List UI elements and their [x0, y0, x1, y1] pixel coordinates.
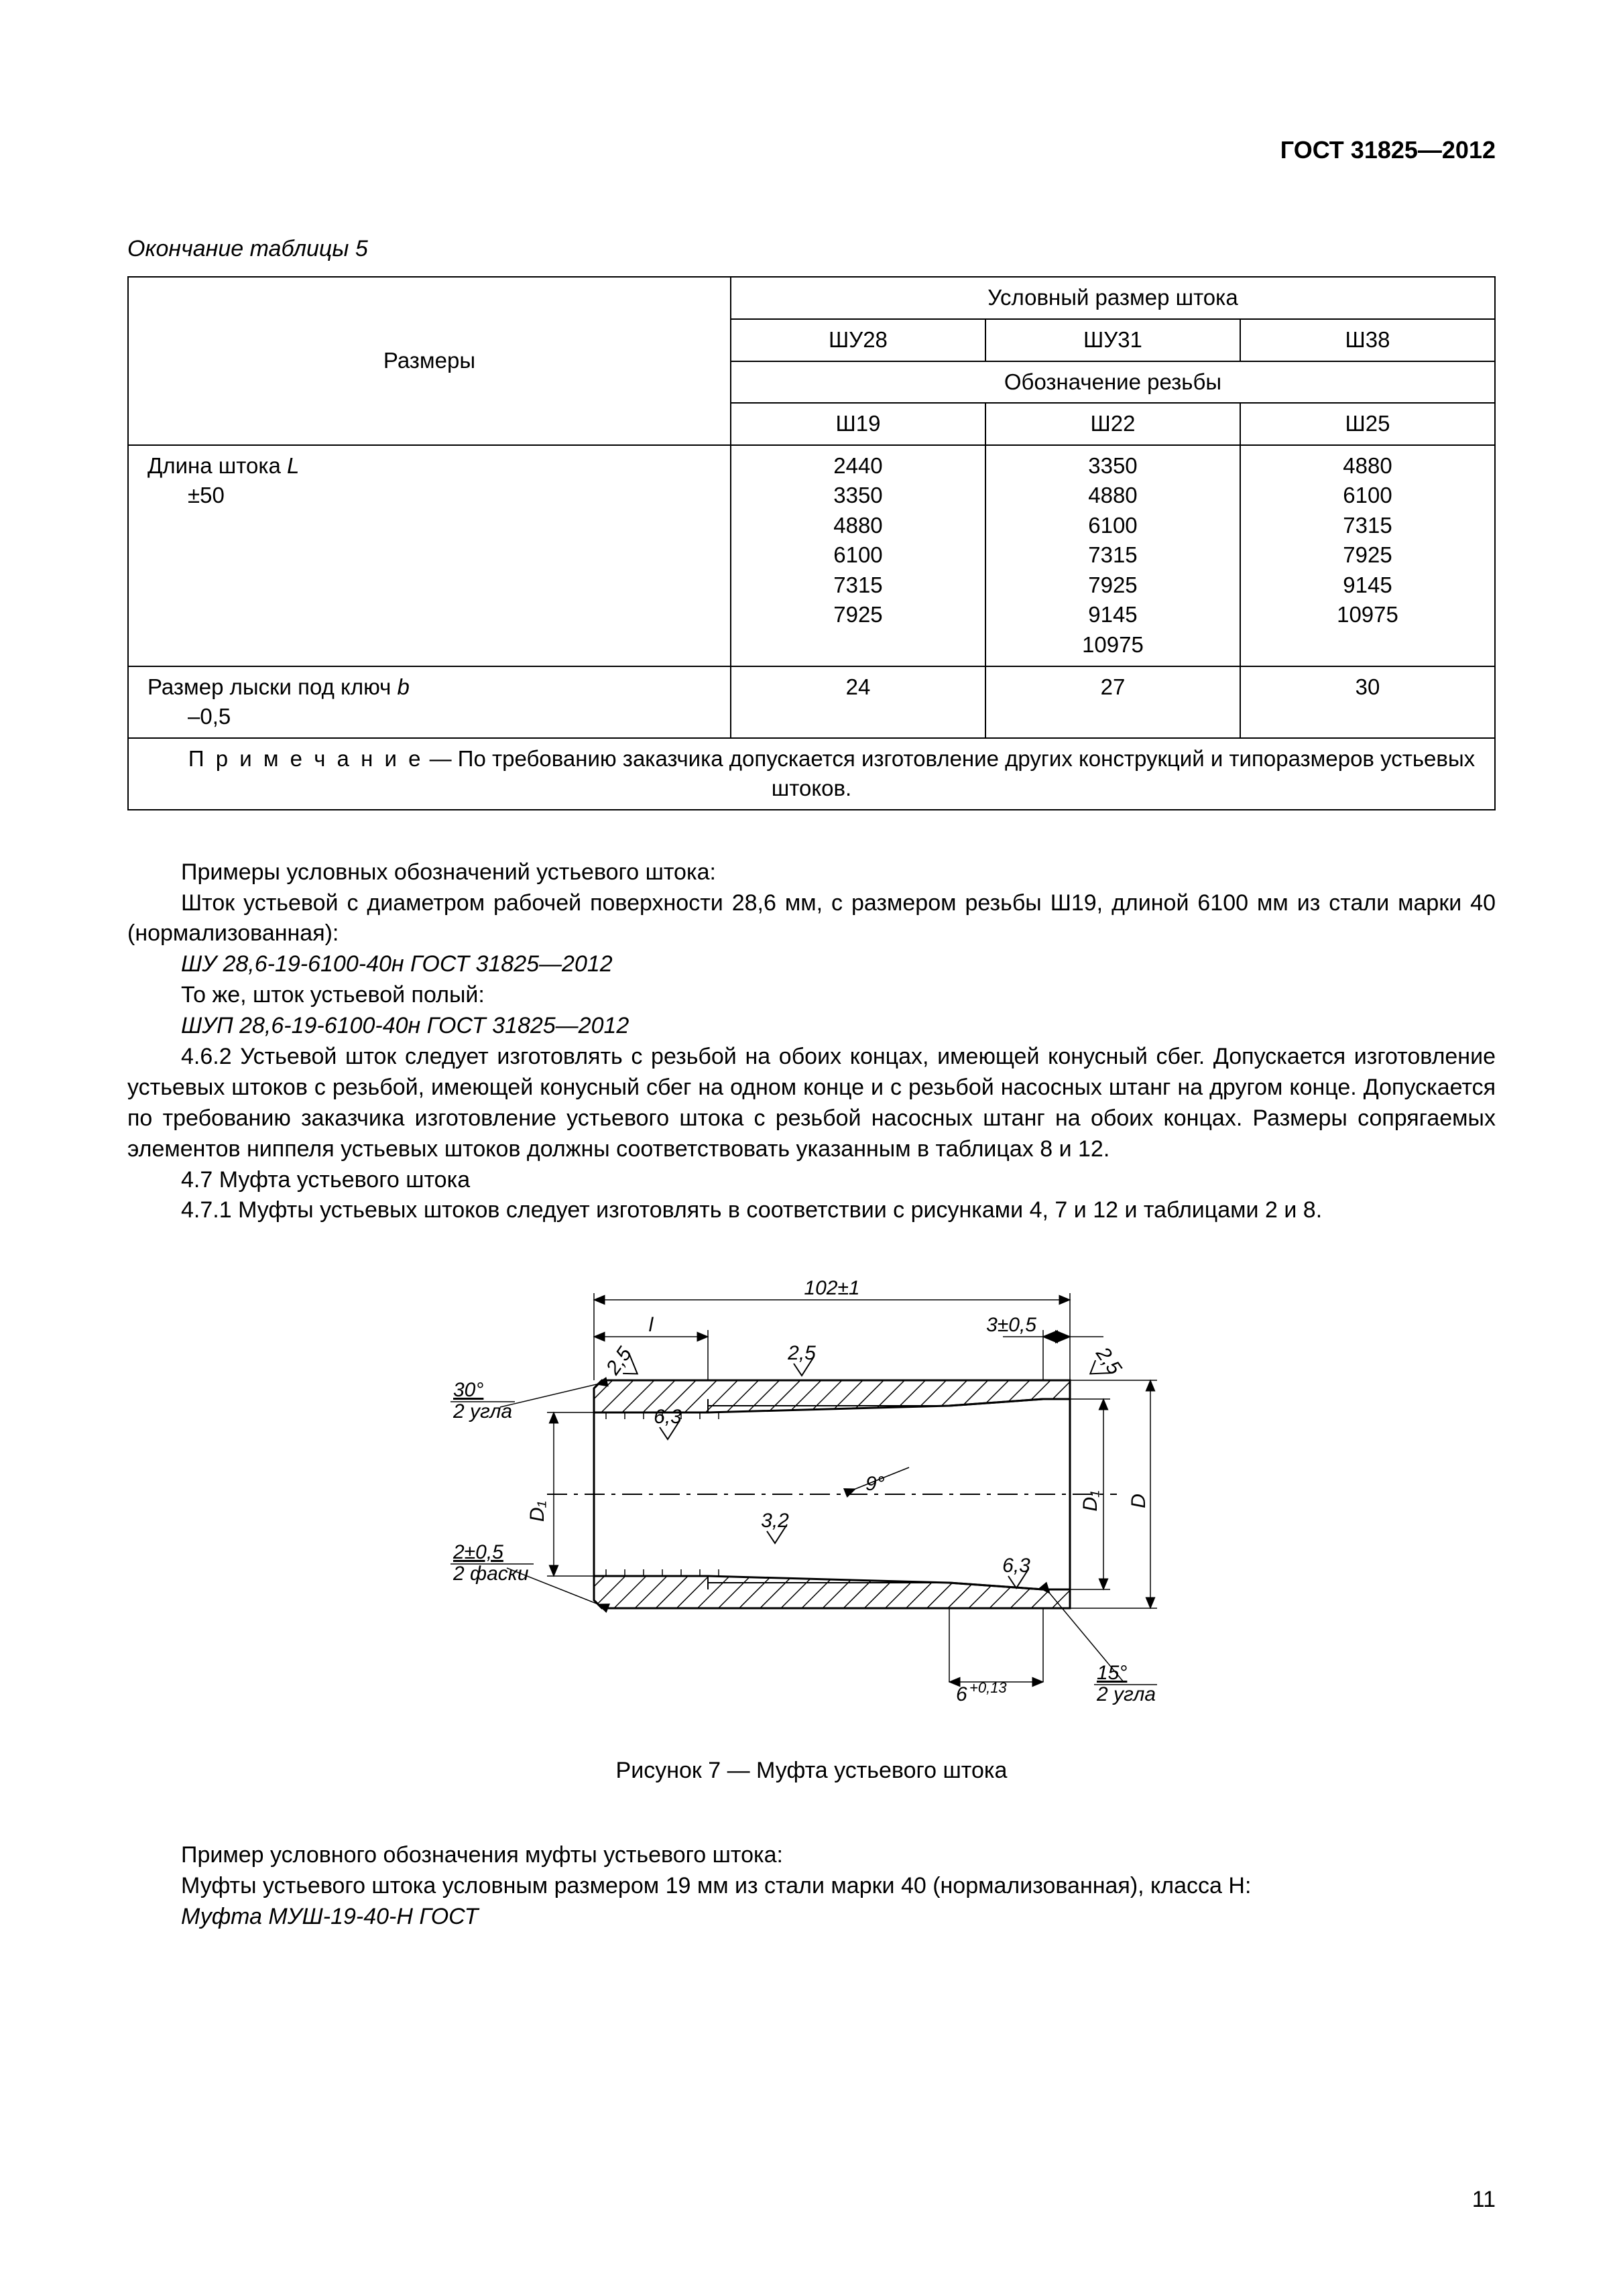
table-caption: Окончание таблицы 5 [127, 234, 1496, 265]
p6: 4.6.2 Устьевой шток следует изготовлять … [127, 1042, 1496, 1165]
svg-text:2 угла: 2 угла [453, 1400, 512, 1423]
af-p3: Муфта МУШ-19-40-Н ГОСТ [127, 1902, 1496, 1933]
nominal-size: ШУ31 [985, 319, 1240, 361]
figure-caption: Рисунок 7 — Муфта устьевого штока [127, 1756, 1496, 1787]
p1: Примеры условных обозначений устьевого ш… [127, 857, 1496, 888]
figure-7: 102±1l3±0,52,52,52,56,33,26,330°2 угла9°… [127, 1253, 1496, 1736]
thread-size: Ш22 [985, 403, 1240, 445]
svg-text:l: l [648, 1314, 654, 1336]
body-text: Примеры условных обозначений устьевого ш… [127, 857, 1496, 1227]
svg-text:+0,13: +0,13 [969, 1679, 1007, 1696]
table-cell: 30 [1240, 666, 1495, 738]
table-cell: 33504880610073157925914510975 [985, 445, 1240, 666]
p2: Шток устьевой с диаметром рабочей поверх… [127, 888, 1496, 950]
svg-text:102±1: 102±1 [804, 1277, 859, 1299]
thread-size: Ш19 [731, 403, 985, 445]
p7: 4.7 Муфта устьевого штока [127, 1165, 1496, 1196]
svg-text:30°: 30° [453, 1379, 483, 1401]
page-number: 11 [1472, 2185, 1496, 2216]
h-sizes: Размеры [128, 277, 731, 444]
p8: 4.7.1 Муфты устьевых штоков следует изго… [127, 1195, 1496, 1226]
thread-size: Ш25 [1240, 403, 1495, 445]
row-label: Размер лыски под ключ b–0,5 [128, 666, 731, 738]
svg-text:3,2: 3,2 [761, 1510, 789, 1532]
table-cell: 4880610073157925914510975 [1240, 445, 1495, 666]
table-row: Длина штока L±50244033504880610073157925… [128, 445, 1495, 666]
row-label: Длина штока L±50 [128, 445, 731, 666]
figure-drawing: 102±1l3±0,52,52,52,56,33,26,330°2 угла9°… [450, 1277, 1157, 1705]
h-nominal: Условный размер штока [731, 277, 1495, 319]
table-cell: 27 [985, 666, 1240, 738]
svg-text:2 угла: 2 угла [1096, 1683, 1156, 1705]
table-note-row: П р и м е ч а н и е — По требованию зака… [128, 738, 1495, 810]
p4: То же, шток устьевой полый: [127, 980, 1496, 1011]
doc-header: ГОСТ 31825—2012 [127, 134, 1496, 167]
svg-text:D: D [1128, 1494, 1150, 1509]
af-p1: Пример условного обозначения муфты устье… [127, 1840, 1496, 1871]
p3: ШУ 28,6-19-6100-40н ГОСТ 31825—2012 [127, 949, 1496, 980]
svg-text:2 фаски: 2 фаски [453, 1563, 529, 1585]
table-note: П р и м е ч а н и е — По требованию зака… [128, 738, 1495, 810]
after-figure-text: Пример условного обозначения муфты устье… [127, 1840, 1496, 1933]
svg-text:D₁: D₁ [1079, 1491, 1101, 1512]
svg-text:15°: 15° [1097, 1662, 1127, 1684]
svg-text:2±0,5: 2±0,5 [453, 1541, 503, 1563]
table-cell: 244033504880610073157925 [731, 445, 985, 666]
svg-text:6,3: 6,3 [1002, 1555, 1030, 1577]
table-cell: 24 [731, 666, 985, 738]
svg-text:2,5: 2,5 [787, 1342, 816, 1364]
table-row: Размер лыски под ключ b–0,5242730 [128, 666, 1495, 738]
dimensions-table: Размеры Условный размер штока ШУ28ШУ31Ш3… [127, 276, 1496, 810]
svg-text:9°: 9° [865, 1473, 885, 1495]
h-thread: Обозначение резьбы [731, 361, 1495, 404]
nominal-size: ШУ28 [731, 319, 985, 361]
af-p2: Муфты устьевого штока условным размером … [127, 1871, 1496, 1902]
svg-text:6: 6 [956, 1683, 967, 1705]
svg-text:D₁: D₁ [526, 1501, 548, 1522]
svg-text:3±0,5: 3±0,5 [986, 1314, 1036, 1336]
nominal-size: Ш38 [1240, 319, 1495, 361]
svg-text:6,3: 6,3 [654, 1406, 682, 1428]
p5: ШУП 28,6-19-6100-40н ГОСТ 31825—2012 [127, 1011, 1496, 1042]
